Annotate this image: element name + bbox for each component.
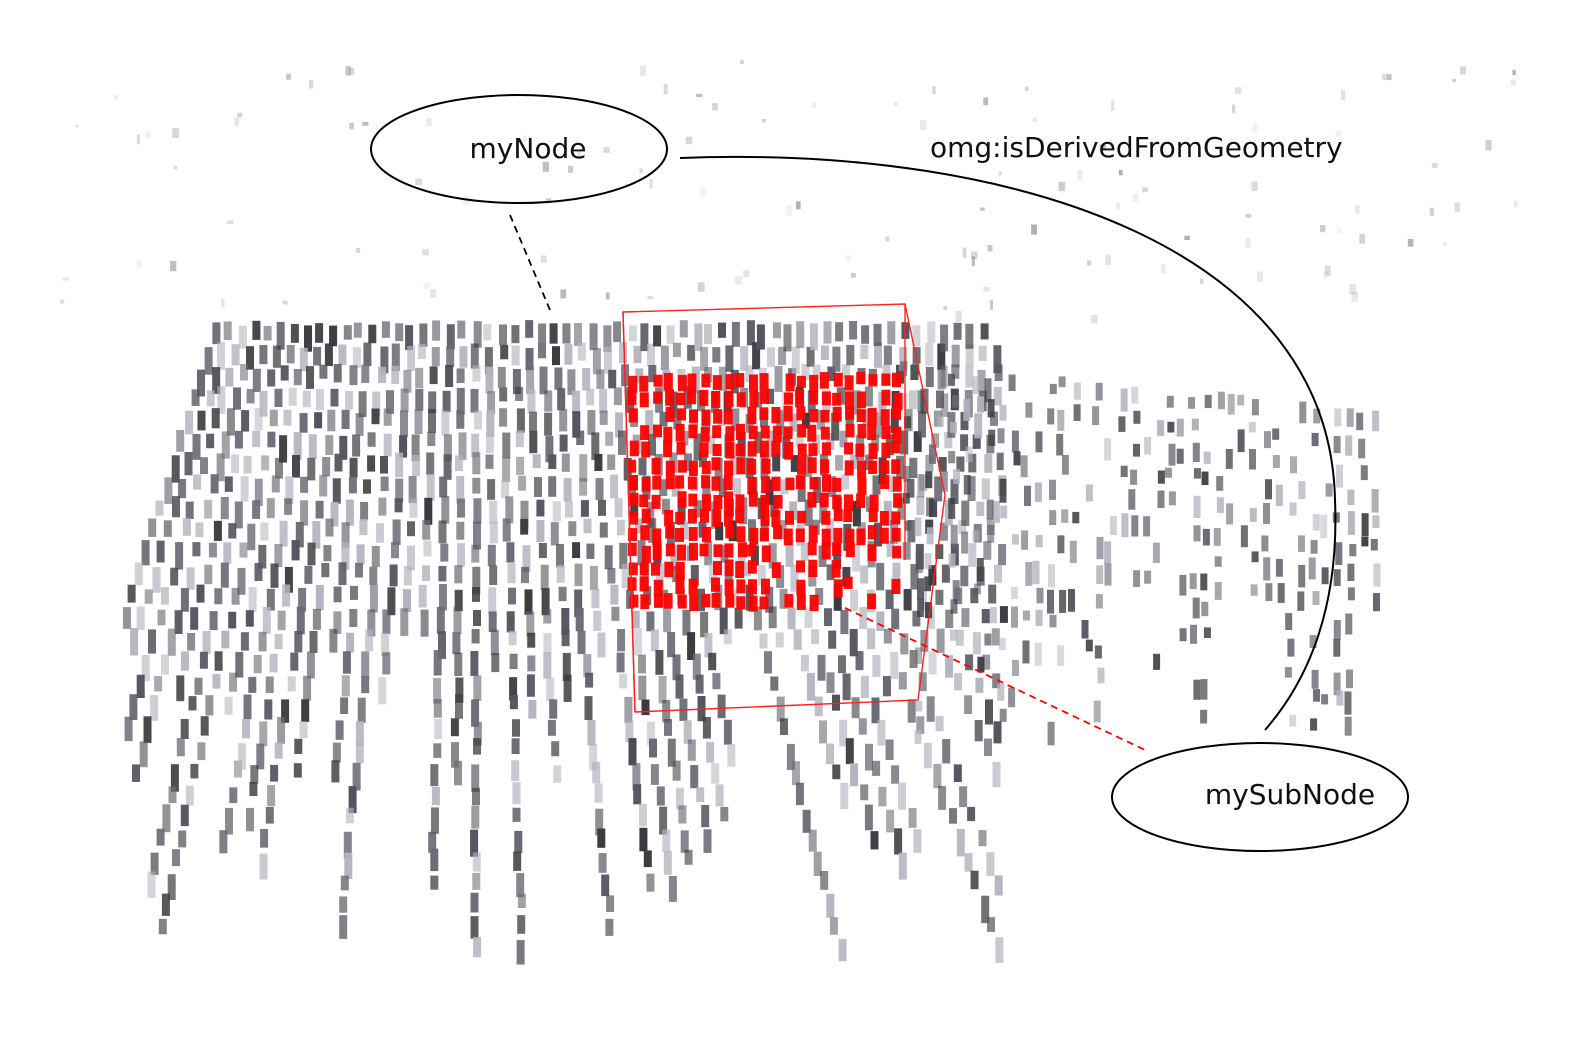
subnode-bounding-box (622, 303, 946, 713)
subnode-to-box-connector (844, 607, 1146, 751)
node-label-mynode: myNode (470, 132, 587, 165)
relation-arc (679, 155, 1337, 731)
node-ellipse-mysubnode (1111, 742, 1409, 852)
highlighted-voxel-subset (627, 372, 903, 612)
node-label-mysubnode: mySubNode (1205, 778, 1375, 811)
relation-label: omg:isDerivedFromGeometry (930, 131, 1343, 164)
node-to-cloud-connector (509, 214, 551, 311)
node-ellipse-mynode (370, 94, 668, 204)
